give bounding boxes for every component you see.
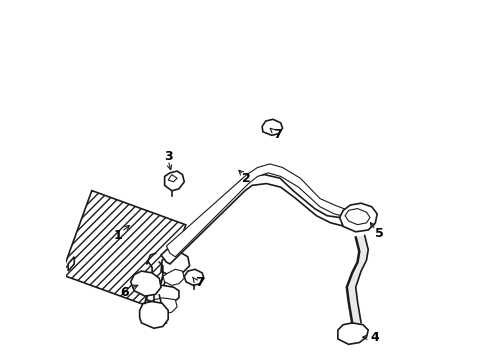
- Polygon shape: [338, 323, 368, 344]
- Polygon shape: [168, 175, 177, 182]
- Polygon shape: [147, 285, 179, 305]
- Text: 7: 7: [273, 128, 282, 141]
- Polygon shape: [345, 208, 370, 225]
- Text: 2: 2: [243, 172, 251, 185]
- Polygon shape: [161, 175, 352, 264]
- Polygon shape: [340, 203, 377, 232]
- Polygon shape: [347, 287, 358, 301]
- Polygon shape: [163, 269, 184, 285]
- Text: 5: 5: [374, 227, 383, 240]
- Text: 7: 7: [195, 276, 204, 289]
- Polygon shape: [358, 249, 368, 262]
- Polygon shape: [149, 298, 177, 314]
- Text: 1: 1: [114, 229, 122, 242]
- Polygon shape: [61, 190, 186, 309]
- Polygon shape: [348, 301, 359, 312]
- Polygon shape: [131, 271, 161, 296]
- Polygon shape: [352, 260, 367, 273]
- Polygon shape: [184, 269, 204, 285]
- Polygon shape: [165, 171, 184, 191]
- Polygon shape: [68, 257, 74, 271]
- Text: 6: 6: [120, 286, 128, 299]
- Polygon shape: [161, 251, 190, 276]
- Polygon shape: [347, 271, 361, 287]
- Text: 4: 4: [370, 331, 379, 344]
- Polygon shape: [356, 235, 368, 251]
- Polygon shape: [167, 164, 358, 257]
- Polygon shape: [140, 301, 168, 328]
- Text: 3: 3: [164, 150, 172, 163]
- Polygon shape: [350, 312, 361, 323]
- Polygon shape: [262, 119, 283, 135]
